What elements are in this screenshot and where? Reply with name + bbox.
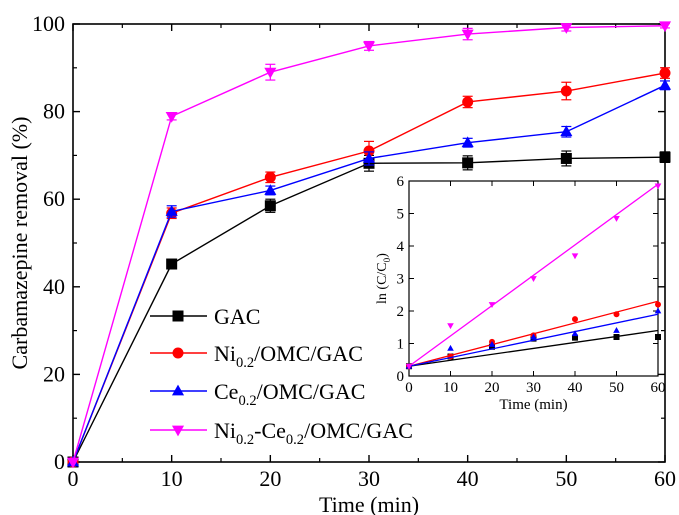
- y-axis-label: Carbamazepine removal (%): [7, 117, 32, 370]
- x-tick-label: 40: [457, 466, 479, 491]
- data-point: [264, 200, 276, 212]
- inset-x-tick-label: 0: [405, 380, 413, 396]
- data-point: [165, 205, 178, 216]
- inset-data-point: [488, 302, 496, 308]
- data-point: [166, 258, 178, 270]
- legend-label: Ce0.2/OMC/GAC: [214, 379, 365, 409]
- inset-x-tick-label: 40: [568, 380, 583, 396]
- inset-data-point: [571, 330, 579, 337]
- inset-data-point: [655, 334, 661, 340]
- data-point: [462, 157, 474, 169]
- inset-data-point: [654, 183, 662, 190]
- data-point: [264, 171, 276, 183]
- y-tick-label: 80: [43, 99, 65, 124]
- legend-marker: [171, 425, 185, 437]
- data-point: [658, 78, 672, 90]
- inset-data-point: [613, 334, 620, 340]
- x-tick-label: 30: [358, 466, 380, 491]
- inset-series-ce0-2-omc-gac: [405, 307, 662, 369]
- legend-label: GAC: [214, 304, 260, 329]
- x-tick-label: 50: [555, 466, 577, 491]
- inset-y-tick-label: 2: [397, 304, 405, 320]
- inset-data-point: [488, 341, 496, 347]
- data-point: [363, 145, 375, 157]
- inset-y-tick-label: 4: [397, 239, 405, 255]
- inset-data-point: [613, 311, 620, 318]
- legend-item-ce0-2-omc-gac: Ce0.2/OMC/GAC: [150, 379, 365, 409]
- data-point: [560, 152, 572, 164]
- x-tick-label: 10: [161, 466, 183, 491]
- inset-data-point: [613, 327, 620, 333]
- y-tick-label: 100: [32, 11, 65, 36]
- inset-data-point: [572, 334, 578, 341]
- legend-item-gac: GAC: [150, 304, 260, 329]
- inset-y-tick-label: 3: [397, 272, 405, 288]
- series-ce0-2-omc-gac: [66, 78, 672, 467]
- x-tick-label: 0: [68, 466, 79, 491]
- x-axis-label: Time (min): [319, 492, 419, 515]
- y-tick-label: 40: [43, 274, 65, 299]
- data-point: [264, 67, 277, 79]
- inset-data-point: [654, 307, 662, 314]
- data-point: [461, 136, 474, 148]
- legend-label: Ni0.2/OMC/GAC: [214, 341, 363, 371]
- inset-series-ni0-2-ce0-2-omc-gac: [405, 183, 662, 370]
- data-point: [658, 21, 672, 33]
- inset-data-point: [405, 363, 413, 370]
- x-tick-label: 20: [259, 466, 281, 491]
- series-ni0-2-ce0-2-omc-gac: [66, 21, 672, 469]
- data-point: [560, 23, 573, 34]
- legend-item-ni0-2-ce0-2-omc-gac: Ni0.2-Ce0.2/OMC/GAC: [150, 418, 413, 448]
- data-point: [362, 152, 376, 163]
- inset-plot: 0 10 20 30 40 50 60 0 1 2 3 4 5 6 Time (min) ln (C/C0): [375, 174, 666, 413]
- x-tick-label: 60: [654, 466, 676, 491]
- inset-data-point: [447, 344, 454, 351]
- legend-item-ni0-2-omc-gac: Ni0.2/OMC/GAC: [150, 341, 363, 371]
- y-tick-label: 60: [43, 186, 65, 211]
- data-point: [560, 125, 573, 137]
- inset-x-tick-label: 30: [526, 380, 541, 396]
- legend-marker: [172, 310, 184, 322]
- data-point: [362, 41, 376, 53]
- inset-y-tick-label: 6: [397, 174, 405, 190]
- fit-line: [408, 183, 659, 367]
- inset-x-tick-label: 10: [443, 380, 458, 396]
- legend-marker: [171, 384, 185, 396]
- inset-data-point: [447, 323, 454, 330]
- data-point: [659, 151, 671, 163]
- data-point: [462, 96, 474, 108]
- inset-y-tick-label: 1: [397, 337, 405, 353]
- inset-data-point: [571, 253, 579, 260]
- inset-y-axis-label: ln (C/C0): [375, 253, 392, 304]
- data-point: [659, 67, 671, 79]
- inset-y-tick-label: 5: [397, 207, 405, 223]
- inset-data-point: [613, 215, 620, 222]
- fit-line: [408, 313, 659, 367]
- inset-data-point: [655, 301, 661, 308]
- data-point: [165, 112, 178, 123]
- inset-y-tick-label: 0: [397, 369, 405, 385]
- data-point: [560, 85, 572, 97]
- legend: GAC Ni0.2/OMC/GAC Ce0.2/OMC/GAC Ni0.2-Ce0.2…: [150, 304, 413, 448]
- y-tick-label: 0: [54, 449, 65, 474]
- inset-x-tick-label: 20: [485, 380, 500, 396]
- inset-data-point: [572, 316, 578, 323]
- data-point: [66, 457, 80, 469]
- y-tick-label: 20: [43, 361, 65, 386]
- legend-marker: [172, 347, 184, 359]
- inset-data-point: [530, 276, 537, 282]
- legend-label: Ni0.2-Ce0.2/OMC/GAC: [214, 418, 413, 448]
- inset-x-axis-label: Time (min): [499, 397, 567, 413]
- data-point: [264, 184, 277, 195]
- inset-data-point: [530, 333, 537, 340]
- inset-x-tick-label: 60: [651, 380, 666, 396]
- data-point: [461, 29, 474, 41]
- inset-x-tick-label: 50: [609, 380, 624, 396]
